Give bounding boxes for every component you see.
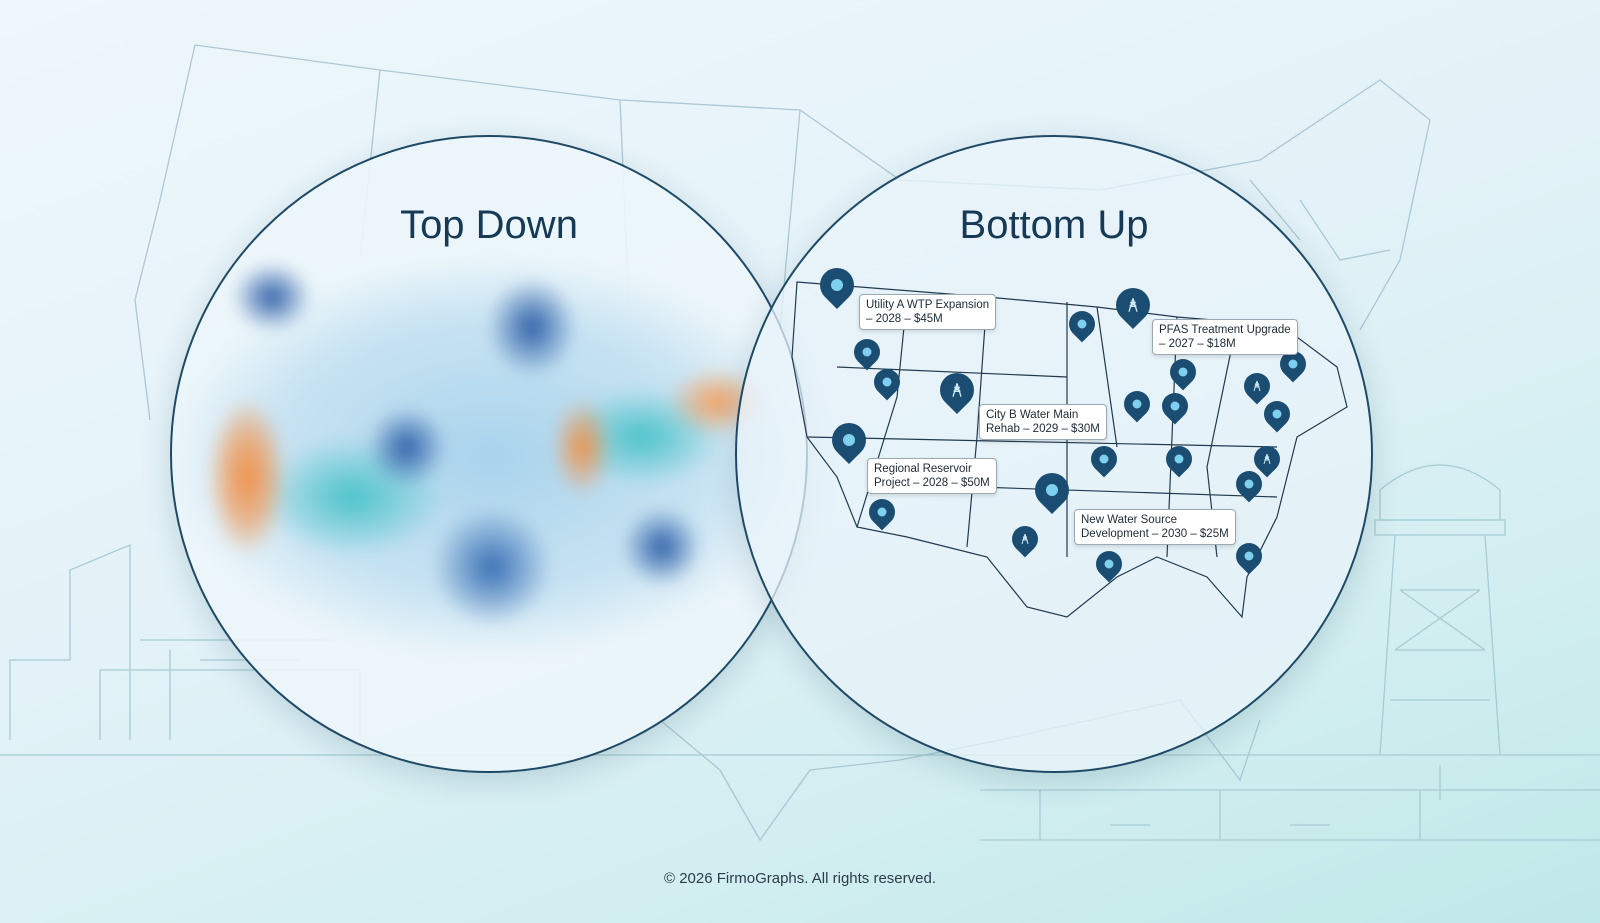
water-drop-icon <box>828 276 846 294</box>
water-drop-icon <box>1075 317 1089 331</box>
transmission-tower-icon <box>1253 380 1261 392</box>
transmission-tower-icon <box>1021 533 1029 545</box>
copyright-footer: © 2026 FirmoGraphs. All rights reserved. <box>664 870 936 887</box>
callout-detail: – 2028 – $45M <box>866 313 943 325</box>
water-drop-icon <box>1176 365 1190 379</box>
water-drop-icon <box>1102 557 1116 571</box>
water-drop-icon <box>1172 452 1186 466</box>
water-drop-icon <box>1043 481 1061 499</box>
project-pin[interactable] <box>1006 520 1044 558</box>
water-tower-sketch <box>1374 464 1506 756</box>
project-pin[interactable] <box>932 365 982 415</box>
callout-detail: Project – 2028 – $50M <box>874 477 990 489</box>
callout-title: City B Water Main <box>986 409 1079 421</box>
project-callout[interactable]: PFAS Treatment Upgrade – 2027 – $18M <box>1152 319 1298 355</box>
callout-title: PFAS Treatment Upgrade <box>1159 324 1291 336</box>
water-drop-icon <box>1130 397 1144 411</box>
project-pin[interactable] <box>1238 367 1276 405</box>
callout-detail: – 2027 – $18M <box>1159 338 1236 350</box>
transmission-tower-icon <box>952 383 962 397</box>
water-drop-icon <box>1242 477 1256 491</box>
water-drop-icon <box>840 431 858 449</box>
bottom-up-panel: Bottom Up Utility A WTP Expansion – 2028 … <box>735 135 1373 773</box>
panel-title: Bottom Up <box>959 203 1149 247</box>
transmission-tower-icon <box>1263 453 1271 465</box>
project-pin[interactable] <box>1248 440 1286 478</box>
project-callout[interactable]: New Water Source Development – 2030 – $25… <box>1074 509 1236 545</box>
callout-detail: Rehab – 2029 – $30M <box>986 423 1100 435</box>
panel-title: Top Down <box>400 203 578 247</box>
water-drop-icon <box>1270 407 1284 421</box>
water-drop-icon <box>1097 452 1111 466</box>
callout-title: New Water Source <box>1081 514 1178 526</box>
project-callout[interactable]: Utility A WTP Expansion – 2028 – $45M <box>859 294 997 330</box>
water-drop-icon <box>860 345 874 359</box>
callout-detail: Development – 2030 – $25M <box>1081 528 1229 540</box>
blurred-heatmap-us <box>172 137 806 771</box>
water-drop-icon <box>880 375 894 389</box>
callout-title: Regional Reservoir <box>874 463 972 475</box>
top-down-panel: Top Down <box>170 135 808 773</box>
pipeline-sketch <box>980 765 1600 841</box>
project-callout[interactable]: City B Water Main Rehab – 2029 – $30M <box>979 404 1107 440</box>
project-callout[interactable]: Regional Reservoir Project – 2028 – $50M <box>867 458 997 494</box>
callout-title: Utility A WTP Expansion <box>866 299 990 311</box>
water-drop-icon <box>1168 399 1182 413</box>
water-drop-icon <box>875 505 889 519</box>
project-pin[interactable] <box>1108 280 1158 330</box>
water-drop-icon <box>1286 357 1300 371</box>
transmission-tower-icon <box>1128 298 1138 312</box>
water-drop-icon <box>1242 549 1256 563</box>
